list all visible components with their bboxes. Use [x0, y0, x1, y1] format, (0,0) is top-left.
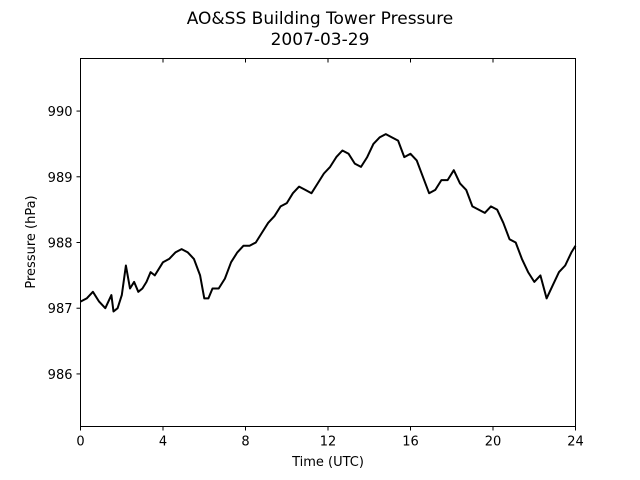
x-tick-label: 16	[402, 435, 419, 450]
chart-title: AO&SS Building Tower Pressure	[187, 9, 454, 29]
x-tick-label: 0	[76, 435, 84, 450]
x-tick-label: 24	[567, 435, 584, 450]
plot-area-frame	[80, 58, 576, 427]
x-axis-label: Time (UTC)	[291, 455, 364, 470]
x-tick-label: 12	[320, 435, 337, 450]
y-axis-label: Pressure (hPa)	[24, 195, 39, 288]
y-tick-label: 987	[48, 302, 73, 317]
y-tick-label: 989	[48, 171, 73, 186]
y-axis: 986 987 988 989 990	[48, 105, 81, 383]
y-tick-label: 988	[48, 237, 73, 252]
pressure-series-line	[80, 133, 577, 313]
x-tick-label: 4	[159, 435, 167, 450]
y-tick-label: 986	[48, 368, 73, 383]
y-tick-label: 990	[48, 105, 73, 120]
x-axis: 0 4 8 12 16 20 24	[76, 58, 584, 450]
x-tick-label: 20	[485, 435, 502, 450]
chart-subtitle: 2007-03-29	[271, 30, 370, 50]
x-tick-label: 8	[241, 435, 249, 450]
